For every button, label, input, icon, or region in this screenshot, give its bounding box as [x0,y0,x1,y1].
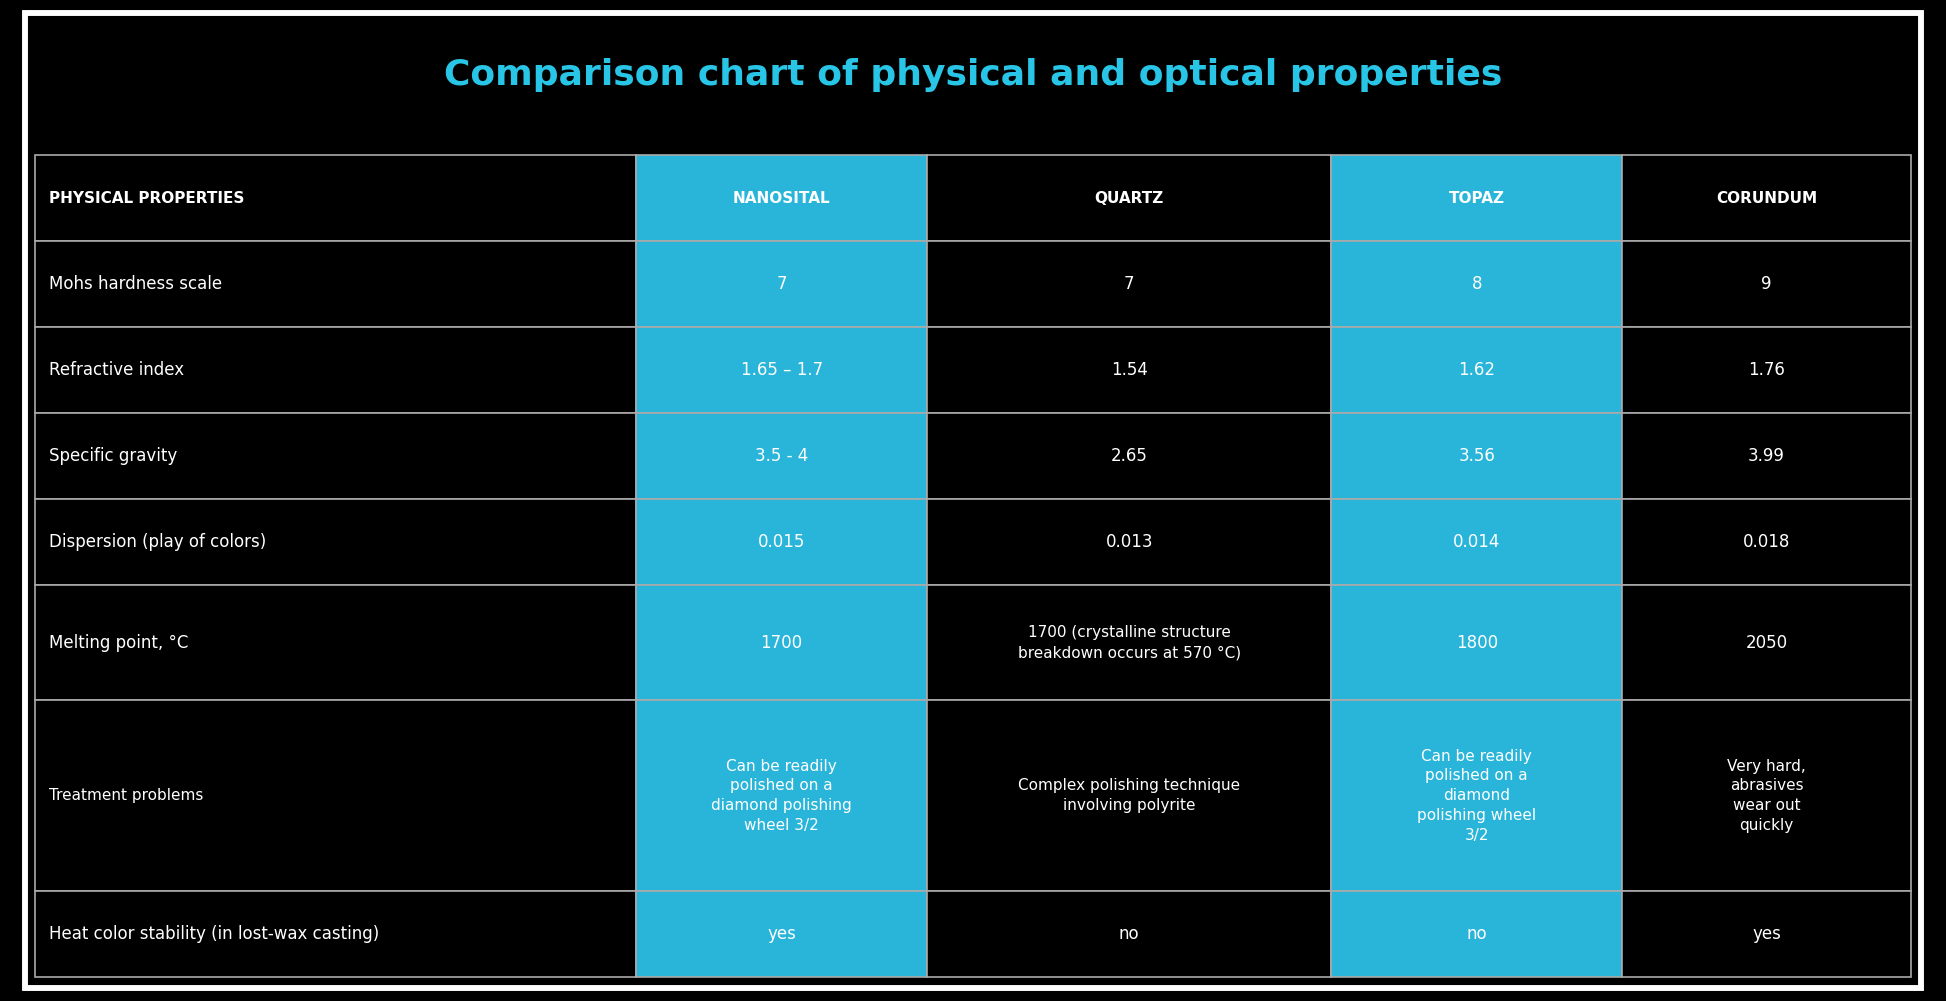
Text: Complex polishing technique
involving polyrite: Complex polishing technique involving po… [1018,779,1240,813]
Text: Dispersion (play of colors): Dispersion (play of colors) [49,534,267,552]
Text: 1.54: 1.54 [1111,361,1148,379]
Text: 3.5 - 4: 3.5 - 4 [755,447,808,465]
Bar [926,891,1331,977]
Bar [1623,586,1911,701]
Text: PHYSICAL PROPERTIES: PHYSICAL PROPERTIES [49,190,243,205]
Bar [636,327,926,413]
Text: 1.65 – 1.7: 1.65 – 1.7 [741,361,823,379]
Text: 2050: 2050 [1746,634,1788,652]
Text: Heat color stability (in lost-wax casting): Heat color stability (in lost-wax castin… [49,925,379,943]
Bar [926,499,1331,586]
Bar [926,327,1331,413]
Text: Comparison chart of physical and optical properties: Comparison chart of physical and optical… [444,58,1502,92]
Text: QUARTZ: QUARTZ [1094,190,1164,205]
Text: 3.56: 3.56 [1458,447,1495,465]
Text: 1800: 1800 [1456,634,1498,652]
Bar [1623,499,1911,586]
Bar [926,701,1331,891]
Text: Melting point, °C: Melting point, °C [49,634,189,652]
Bar [1623,891,1911,977]
Text: TOPAZ: TOPAZ [1448,190,1504,205]
Text: 0.015: 0.015 [757,534,806,552]
Bar [35,413,636,499]
Bar [35,701,636,891]
Bar [35,499,636,586]
Text: 0.014: 0.014 [1454,534,1500,552]
Bar [1331,891,1623,977]
Text: 3.99: 3.99 [1748,447,1784,465]
Bar [1331,241,1623,327]
Text: no: no [1119,925,1140,943]
Bar [1331,327,1623,413]
Text: 1.62: 1.62 [1458,361,1495,379]
Bar [926,413,1331,499]
Text: CORUNDUM: CORUNDUM [1716,190,1818,205]
Bar [1623,413,1911,499]
Text: 7: 7 [1125,275,1135,293]
Bar [1623,155,1911,241]
Bar [1623,241,1911,327]
Bar [1331,155,1623,241]
Text: Can be readily
polished on a
diamond polishing
wheel 3/2: Can be readily polished on a diamond pol… [712,759,852,833]
Text: 0.018: 0.018 [1744,534,1790,552]
Bar [35,327,636,413]
Bar [926,586,1331,701]
Text: NANOSITAL: NANOSITAL [734,190,831,205]
Bar [35,891,636,977]
Bar [636,891,926,977]
Bar [35,155,636,241]
Text: 1700 (crystalline structure
breakdown occurs at 570 °C): 1700 (crystalline structure breakdown oc… [1018,626,1242,661]
Bar [926,241,1331,327]
Text: Can be readily
polished on a
diamond
polishing wheel
3/2: Can be readily polished on a diamond pol… [1417,749,1535,843]
Bar [1623,327,1911,413]
Text: yes: yes [1751,925,1781,943]
Bar [1331,499,1623,586]
Bar [35,241,636,327]
Bar [636,701,926,891]
Bar [35,586,636,701]
Text: 1.76: 1.76 [1748,361,1784,379]
Text: no: no [1467,925,1487,943]
Text: Refractive index: Refractive index [49,361,183,379]
Text: 2.65: 2.65 [1111,447,1148,465]
Bar [1331,413,1623,499]
Bar [636,241,926,327]
Bar [636,586,926,701]
Text: 9: 9 [1761,275,1771,293]
Bar [636,499,926,586]
Bar [1623,701,1911,891]
Text: yes: yes [767,925,796,943]
Text: Specific gravity: Specific gravity [49,447,177,465]
Text: 1700: 1700 [761,634,802,652]
Text: Mohs hardness scale: Mohs hardness scale [49,275,222,293]
Text: Very hard,
abrasives
wear out
quickly: Very hard, abrasives wear out quickly [1728,759,1806,833]
Bar [1331,701,1623,891]
Text: Treatment problems: Treatment problems [49,788,202,803]
Bar [636,155,926,241]
Text: 0.013: 0.013 [1105,534,1152,552]
Text: 7: 7 [776,275,786,293]
Text: 8: 8 [1471,275,1483,293]
Bar [926,155,1331,241]
Bar [1331,586,1623,701]
Bar [636,413,926,499]
